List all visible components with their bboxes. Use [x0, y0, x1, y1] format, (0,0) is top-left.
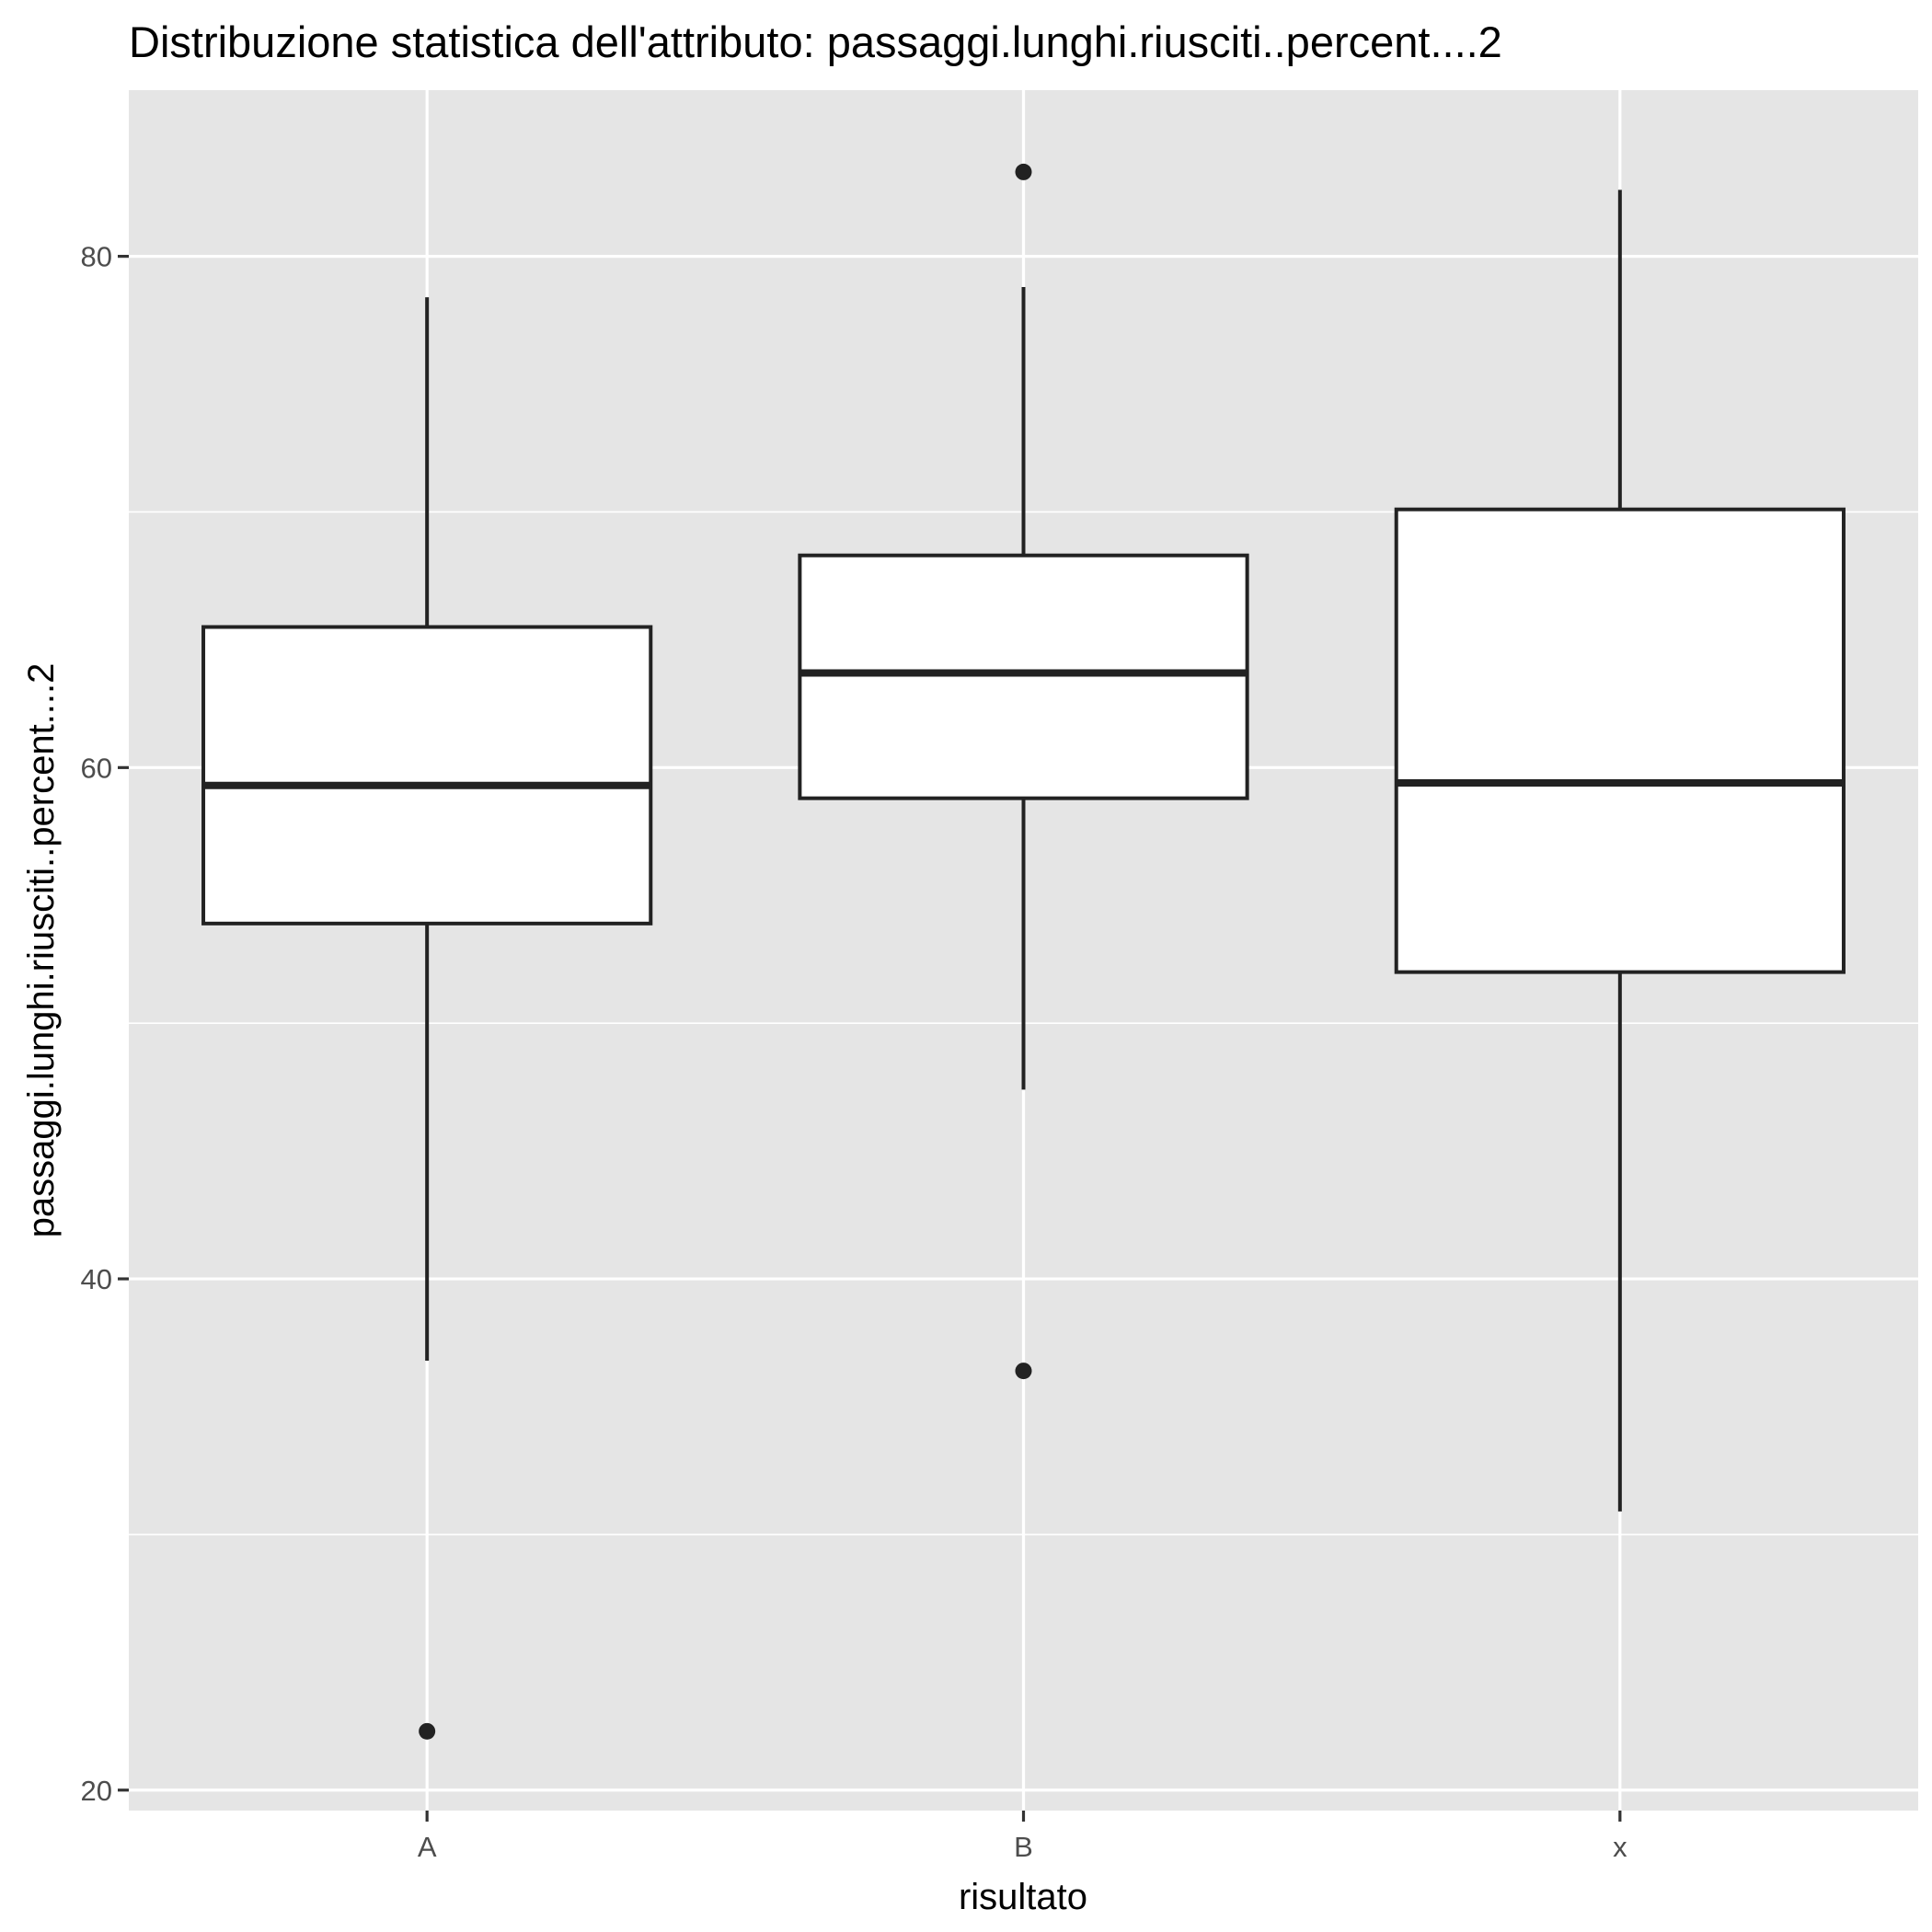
x-tick-label: A — [418, 1831, 437, 1863]
interquartile-box — [201, 625, 653, 926]
interquartile-box — [1394, 507, 1846, 974]
box-x — [1394, 190, 1846, 1512]
y-tick-label: 60 — [81, 752, 112, 784]
y-tick-label: 40 — [81, 1263, 112, 1295]
outlier-point — [419, 1722, 436, 1740]
box-B — [798, 163, 1249, 1380]
y-tick-label: 20 — [81, 1775, 112, 1807]
interquartile-box — [798, 553, 1249, 800]
x-tick-label: x — [1613, 1831, 1627, 1863]
y-axis-title: passaggi.lunghi.riusciti..percent....2 — [21, 663, 62, 1238]
outlier-point — [1015, 163, 1032, 180]
box-series — [201, 163, 1846, 1740]
x-axis-title: risultato — [959, 1877, 1087, 1917]
box-A — [201, 297, 653, 1740]
y-tick-label: 80 — [81, 241, 112, 273]
outlier-point — [1015, 1363, 1032, 1380]
x-tick-label: B — [1014, 1831, 1033, 1863]
chart-title: Distribuzione statistica dell'attributo:… — [129, 17, 1502, 66]
